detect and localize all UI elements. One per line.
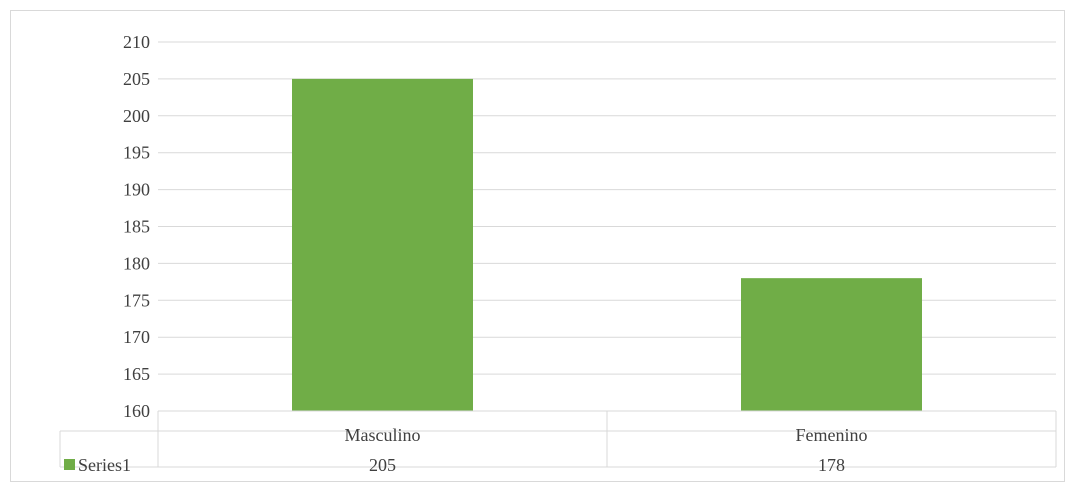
y-tick-label: 210	[123, 32, 150, 52]
bar	[741, 278, 922, 411]
y-axis: 160 165 170 175 180 185 190 195 200 205 210	[123, 32, 150, 421]
y-tick-label: 170	[123, 327, 150, 347]
y-tick-label: 180	[123, 253, 150, 273]
category-label: Femenino	[796, 425, 868, 445]
y-tick-label: 205	[123, 69, 150, 89]
data-table: Masculino Femenino Series1 205 178	[59, 410, 1057, 475]
bars	[292, 78, 922, 412]
y-tick-label: 185	[123, 217, 150, 237]
data-value-label: 178	[818, 455, 845, 475]
y-tick-label: 195	[123, 143, 150, 163]
legend-series-name: Series1	[78, 455, 131, 475]
y-tick-label: 200	[123, 106, 150, 126]
y-tick-label: 165	[123, 364, 150, 384]
category-label: Masculino	[345, 425, 421, 445]
y-tick-label: 160	[123, 401, 150, 421]
data-value-label: 205	[369, 455, 396, 475]
y-tick-label: 190	[123, 180, 150, 200]
bar	[292, 78, 473, 412]
legend-key	[64, 459, 75, 470]
y-tick-label: 175	[123, 290, 150, 310]
